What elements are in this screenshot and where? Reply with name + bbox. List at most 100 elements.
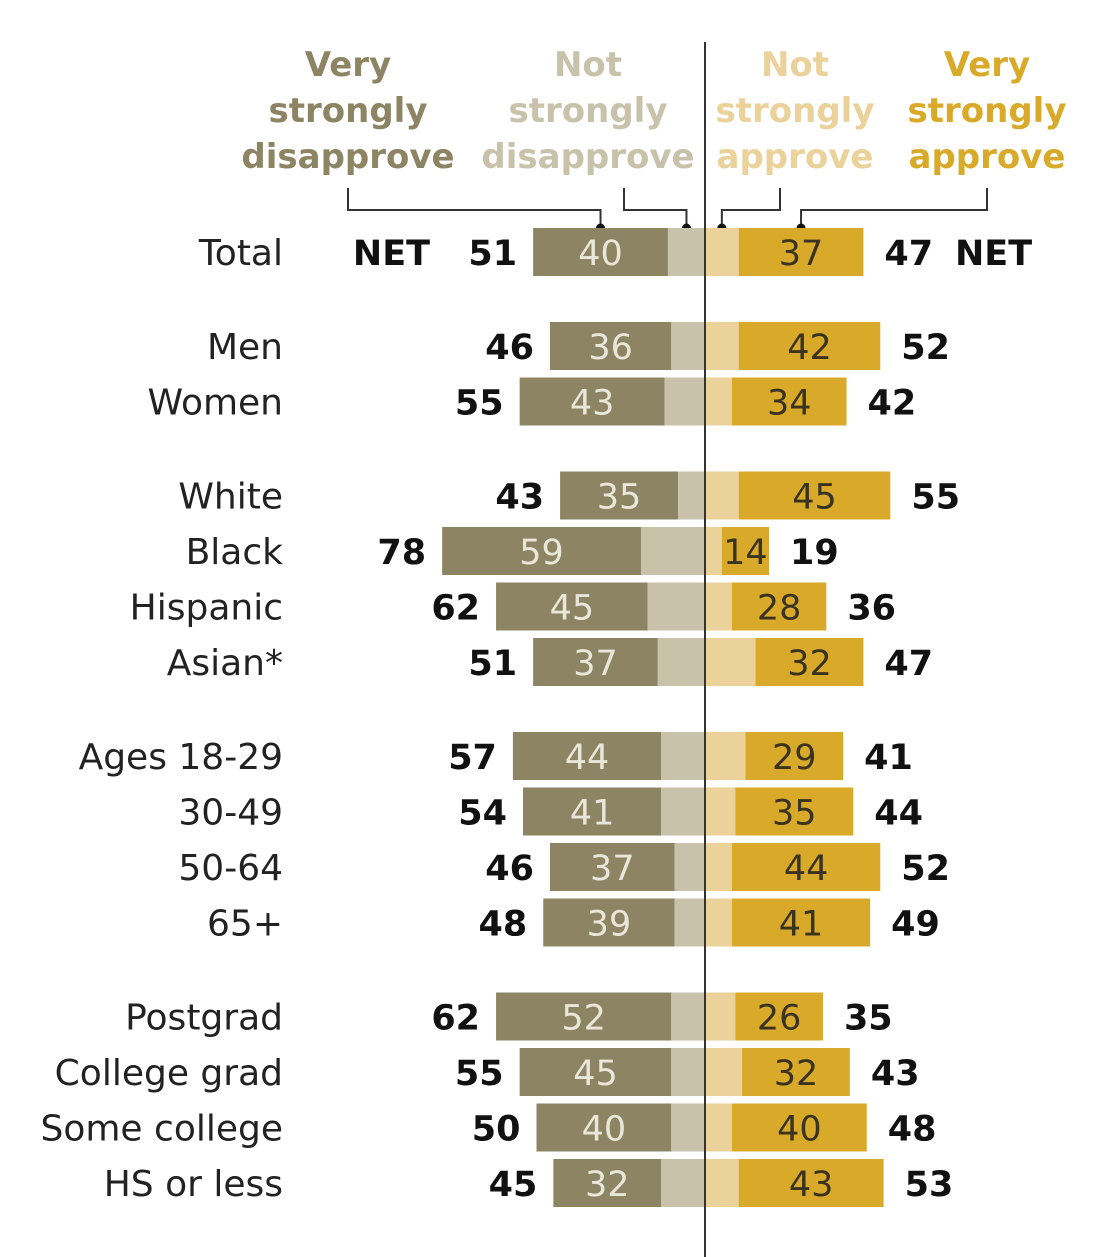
category-label: Hispanic (130, 588, 283, 629)
bar-very-strongly-disapprove (496, 992, 672, 1041)
bar-not-strongly-disapprove (647, 582, 705, 631)
net-approve-value: 35 (844, 999, 893, 1039)
bar-very-strongly-approve (745, 732, 844, 780)
bar-very-strongly-disapprove (549, 843, 675, 891)
bar-not-strongly-approve (705, 228, 739, 276)
bar-not-strongly-approve (705, 1048, 743, 1096)
bar-not-strongly-disapprove (671, 1103, 705, 1152)
net-disapprove-value: 43 (495, 478, 544, 518)
bar-not-strongly-disapprove (661, 732, 705, 780)
data-label-very-strongly-disapprove: 37 (573, 644, 618, 684)
data-label-very-strongly-disapprove: 44 (565, 738, 610, 778)
net-disapprove-value: 48 (479, 905, 528, 945)
bar-very-strongly-disapprove (549, 322, 672, 370)
category-label: Asian* (167, 643, 283, 684)
bar-not-strongly-approve (705, 527, 722, 575)
data-label-very-strongly-disapprove: 41 (570, 794, 615, 834)
bar-very-strongly-approve (738, 228, 864, 276)
data-label-very-strongly-approve: 32 (774, 1054, 819, 1094)
bar-not-strongly-approve (705, 843, 732, 891)
data-label-very-strongly-approve: 34 (767, 384, 812, 424)
bar-very-strongly-disapprove (519, 1048, 672, 1096)
bar-very-strongly-disapprove (553, 1159, 662, 1207)
data-label-very-strongly-disapprove: 45 (550, 589, 595, 629)
net-disapprove-value: 45 (489, 1165, 538, 1205)
bar-not-strongly-disapprove (671, 1048, 705, 1096)
data-label-very-strongly-disapprove: 37 (590, 849, 635, 889)
category-label: White (178, 477, 283, 518)
legend-connector-very-disapprove (347, 188, 602, 228)
bar-not-strongly-approve (705, 1103, 732, 1152)
bar-very-strongly-disapprove (496, 582, 648, 631)
data-label-very-strongly-approve: 35 (772, 794, 817, 834)
net-disapprove-value: 55 (455, 1054, 504, 1094)
net-disapprove-value: 46 (485, 849, 534, 889)
data-label-very-strongly-approve: 44 (784, 849, 829, 889)
data-label-very-strongly-disapprove: 45 (573, 1054, 618, 1094)
data-label-very-strongly-approve: 43 (789, 1165, 834, 1205)
net-disapprove-value: 78 (377, 533, 426, 573)
net-disapprove-value: 57 (448, 738, 497, 778)
data-label-very-strongly-disapprove: 40 (582, 1110, 627, 1150)
bar-very-strongly-approve (755, 638, 864, 686)
data-label-very-strongly-disapprove: 43 (570, 384, 615, 424)
legend-label: Not strongly disapprove (481, 45, 694, 177)
legend-label: Very strongly disapprove (241, 45, 454, 177)
net-disapprove-value: 62 (431, 999, 480, 1039)
data-label-very-strongly-disapprove: 35 (597, 478, 642, 518)
data-label-very-strongly-disapprove: 36 (588, 328, 633, 368)
data-label-very-strongly-approve: 29 (772, 738, 817, 778)
data-label-very-strongly-disapprove: 32 (585, 1165, 630, 1205)
data-label-very-strongly-approve: 42 (787, 328, 832, 368)
bar-not-strongly-disapprove (664, 377, 705, 426)
bar-not-strongly-approve (705, 471, 739, 520)
net-disapprove-value: 50 (472, 1110, 521, 1150)
data-label-very-strongly-disapprove: 39 (587, 905, 632, 945)
data-label-very-strongly-disapprove: 40 (578, 234, 623, 274)
bar-not-strongly-disapprove (671, 992, 705, 1041)
bar-very-strongly-approve (721, 527, 770, 575)
net-approve-value: 49 (891, 905, 940, 945)
legend-connector-not-disapprove (623, 188, 688, 228)
data-label-very-strongly-approve: 26 (757, 999, 802, 1039)
bar-not-strongly-approve (705, 1159, 739, 1207)
bar-very-strongly-approve (731, 582, 827, 631)
bar-not-strongly-approve (705, 732, 746, 780)
data-label-very-strongly-approve: 14 (723, 533, 768, 573)
bar-not-strongly-disapprove (667, 228, 705, 276)
category-label: Some college (40, 1109, 283, 1150)
net-approve-value: 52 (901, 849, 950, 889)
category-label: Men (207, 327, 283, 368)
bar-not-strongly-disapprove (640, 527, 705, 575)
legend-connector-not-approve (720, 188, 781, 228)
net-approve-value: 43 (871, 1054, 920, 1094)
bar-very-strongly-approve (735, 787, 854, 836)
net-disapprove-value: 55 (455, 384, 504, 424)
net-approve-value: 53 (905, 1165, 954, 1205)
category-label: 30-49 (178, 793, 283, 834)
net-disapprove-value: 46 (485, 328, 534, 368)
bar-very-strongly-approve (731, 843, 881, 891)
bar-not-strongly-disapprove (674, 843, 705, 891)
bar-not-strongly-disapprove (657, 638, 705, 686)
bar-not-strongly-approve (705, 638, 756, 686)
bar-not-strongly-disapprove (678, 471, 705, 520)
bars: Total 40 37 51 47 NET NET Men 36 42 46 52 Women 43 34 5… (40, 228, 1032, 1207)
bar-not-strongly-approve (705, 322, 739, 370)
net-approve-value: 48 (888, 1110, 937, 1150)
bar-very-strongly-disapprove (543, 898, 675, 947)
bar-not-strongly-approve (705, 787, 736, 836)
bar-very-strongly-disapprove (519, 377, 665, 426)
bar-not-strongly-disapprove (661, 1159, 705, 1207)
data-label-very-strongly-approve: 41 (779, 905, 824, 945)
net-label-right: NET (955, 234, 1032, 274)
category-label: Postgrad (125, 998, 283, 1039)
bar-very-strongly-approve (738, 471, 891, 520)
net-approve-value: 55 (911, 478, 960, 518)
bar-very-strongly-disapprove (512, 732, 662, 780)
bar-not-strongly-disapprove (661, 787, 705, 836)
legend-label: Very strongly approve (908, 45, 1067, 177)
net-approve-value: 36 (847, 589, 896, 629)
